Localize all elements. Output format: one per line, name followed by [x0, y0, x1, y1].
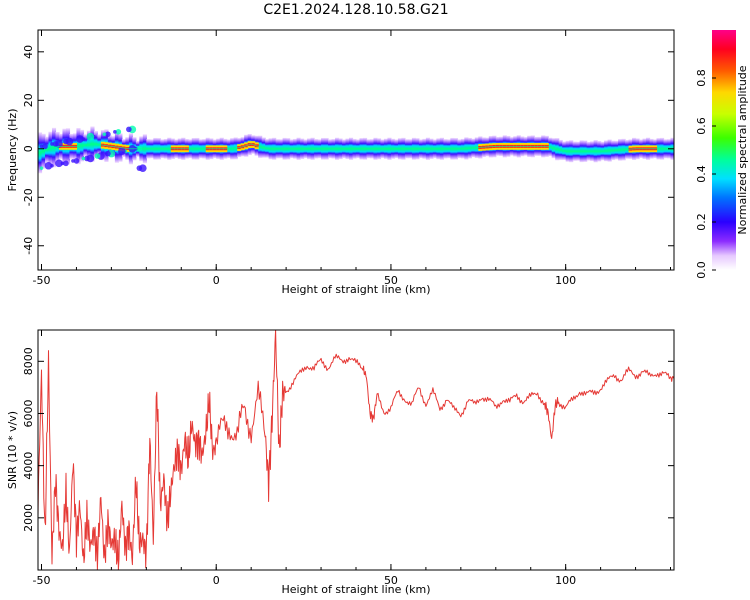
spectrogram-blob	[118, 147, 126, 156]
colorbar-tick-label: 0.2	[695, 213, 708, 231]
colorbar-label: Normalized spectral amplitude	[736, 65, 749, 234]
spectrogram-x-tick-label: 50	[384, 274, 398, 287]
spectrogram-y-tick-label: -20	[22, 188, 35, 206]
spectrogram-y-tick-label: -40	[22, 237, 35, 255]
spectrogram-blob	[39, 166, 44, 170]
spectrogram-blob	[86, 132, 95, 141]
colorbar-tick-label: 0.6	[695, 117, 708, 135]
spectrogram-blob	[42, 143, 48, 150]
spectrogram-blob	[55, 159, 63, 168]
snr-x-axis-label: Height of straight line (km)	[281, 583, 430, 596]
spectrogram-blob	[136, 165, 143, 171]
spectrogram-blob	[71, 159, 75, 163]
snr-y-tick-label: 6000	[22, 399, 35, 427]
spectrogram-blob	[73, 158, 80, 164]
snr-x-tick-label: 50	[384, 574, 398, 587]
snr-y-axis-label: SNR (10 * v/v)	[6, 411, 19, 489]
spectrogram-blob	[39, 144, 44, 149]
colorbar-tick-label: 0.8	[695, 69, 708, 87]
spectrogram-blob	[105, 131, 111, 138]
chart-title: C2E1.2024.128.10.58.G21	[263, 2, 448, 18]
snr-x-tick-label: -50	[33, 574, 51, 587]
spectrogram-blob	[50, 142, 54, 146]
spectrogram-blob	[84, 155, 90, 162]
spectrogram-blob	[76, 135, 84, 143]
spectrogram-blob	[52, 141, 59, 147]
colorbar-gradient	[712, 30, 736, 270]
snr-y-tick-label: 2000	[22, 504, 35, 532]
spectrogram-y-axis-label: Frequency (Hz)	[6, 109, 19, 192]
spectrogram-x-tick-label: -50	[33, 274, 51, 287]
spectrogram-panel: -50 0 50 100 -40 -20 0 20 40 Height of straight …	[6, 29, 675, 296]
spectrogram-blob	[126, 126, 132, 133]
colorbar: 0.0 0.2 0.4 0.6 0.8 Normalized spectral ampl…	[695, 30, 749, 279]
spectrogram-blob	[105, 150, 111, 157]
spectrogram-blob	[94, 153, 101, 159]
colorbar-ticks: 0.0 0.2 0.4 0.6 0.8	[695, 69, 716, 279]
spectrogram-ridge	[38, 143, 674, 155]
snr-x-tick-label: 100	[555, 574, 576, 587]
spectrogram-x-tick-label: 100	[555, 274, 576, 287]
spectrogram-x-axis-label: Height of straight line (km)	[281, 283, 430, 296]
snr-y-tick-label: 8000	[22, 347, 35, 375]
snr-panel: -50 0 50 100 2000 4000 6000 8000 Height of stra…	[6, 329, 675, 596]
spectrogram-blob	[102, 132, 107, 137]
snr-plot-area	[38, 330, 674, 570]
spectrogram-blob	[63, 160, 69, 167]
spectrogram-y-tick-label: 0	[22, 145, 35, 152]
snr-y-tick-label: 4000	[22, 452, 35, 480]
spectrogram-blob	[44, 161, 53, 170]
spectrogram-plot-area	[38, 125, 674, 174]
snr-x-tick-label: 0	[213, 574, 220, 587]
colorbar-tick-label: 0.0	[695, 261, 708, 279]
spectrogram-blob	[81, 156, 86, 161]
spectrogram-blob	[63, 138, 69, 145]
spectrogram-ticks: -50 0 50 100 -40 -20 0 20 40	[22, 30, 674, 287]
spectrogram-blob	[113, 130, 117, 134]
spectrogram-x-tick-label: 0	[213, 274, 220, 287]
spectrogram-blob	[115, 129, 122, 135]
colorbar-tick-label: 0.4	[695, 165, 708, 183]
spectrogram-y-tick-label: 40	[22, 45, 35, 59]
spectrogram-heat-layer	[38, 125, 674, 174]
snr-series-line	[38, 330, 674, 570]
spectrogram-y-tick-label: 20	[22, 93, 35, 107]
snr-ticks: -50 0 50 100 2000 4000 6000 8000	[22, 330, 674, 587]
